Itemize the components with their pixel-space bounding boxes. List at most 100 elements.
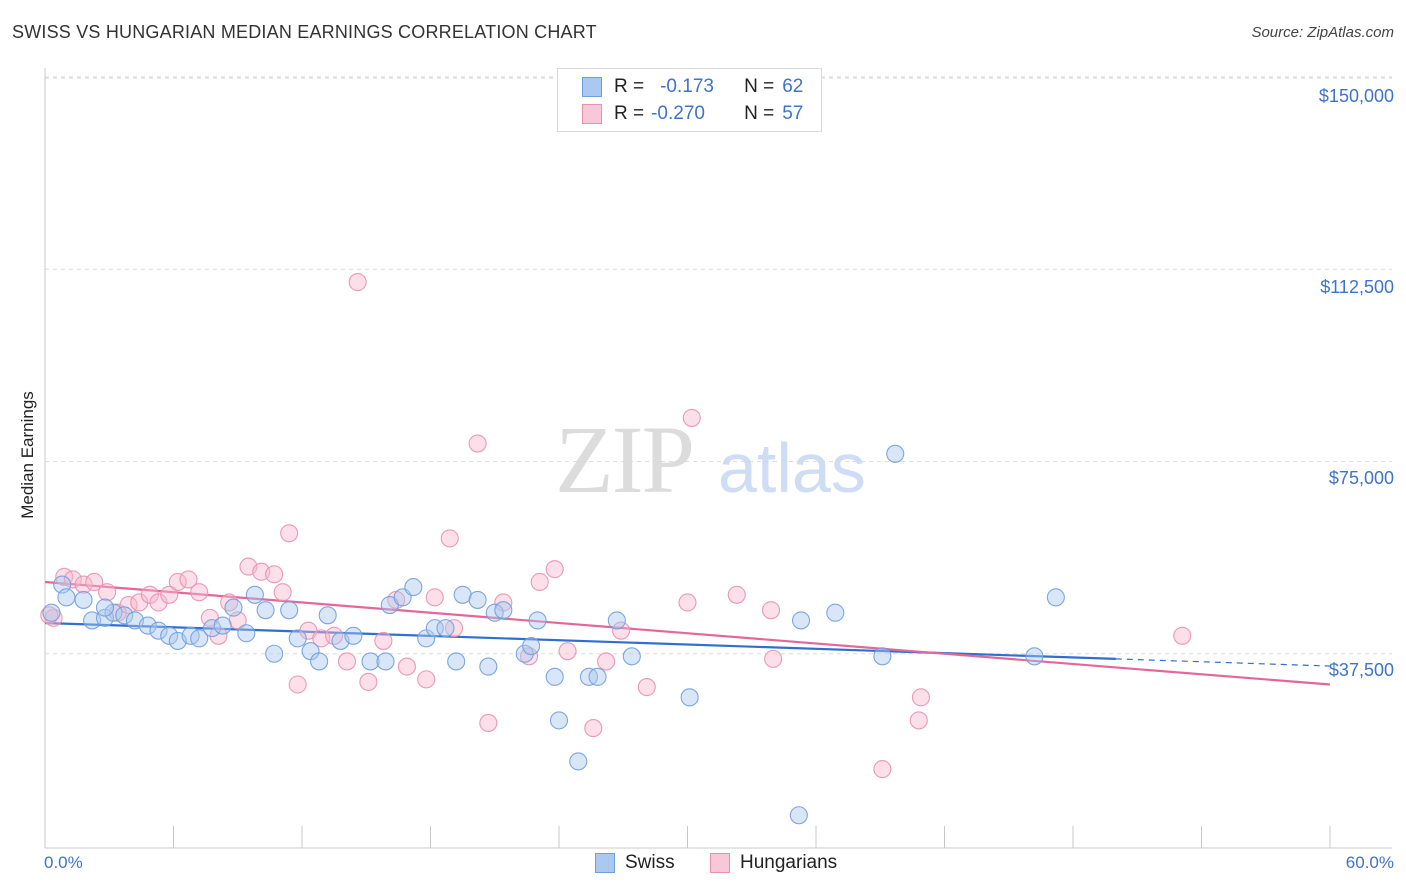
- data-point: [436, 619, 455, 638]
- data-point: [479, 657, 498, 676]
- legend-label-swiss: Swiss: [625, 852, 675, 873]
- data-point: [440, 529, 459, 548]
- data-point: [678, 593, 697, 612]
- data-point: [280, 524, 299, 543]
- y-axis-title: Median Earnings: [18, 391, 37, 519]
- data-point: [1025, 647, 1044, 666]
- data-point: [404, 578, 423, 597]
- data-point: [886, 444, 905, 463]
- n-label: N =: [744, 103, 775, 124]
- data-point: [337, 652, 357, 671]
- data-point: [190, 629, 209, 648]
- data-point: [40, 606, 59, 625]
- data-point: [530, 572, 549, 592]
- x-tick-label-min: 0.0%: [44, 853, 83, 872]
- n-label: N =: [744, 76, 775, 97]
- axes: [44, 68, 1392, 849]
- data-point: [209, 626, 228, 645]
- x-tick-label-max: 60.0%: [1345, 853, 1394, 872]
- data-point: [597, 652, 616, 671]
- data-point: [104, 603, 123, 622]
- data-point: [447, 652, 466, 671]
- data-point: [680, 688, 699, 707]
- chart-title: SWISS VS HUNGARIAN MEDIAN EARNINGS CORRE…: [12, 22, 597, 42]
- data-point: [160, 626, 179, 645]
- data-point: [873, 647, 892, 666]
- data-point: [826, 603, 845, 622]
- data-point: [149, 621, 168, 640]
- data-point: [612, 621, 631, 640]
- data-point: [374, 631, 393, 650]
- data-point: [528, 611, 547, 630]
- data-point: [549, 711, 569, 730]
- n-value: 57: [782, 103, 804, 124]
- data-point: [85, 572, 104, 592]
- data-point: [545, 560, 564, 579]
- data-point: [761, 601, 781, 620]
- data-point: [417, 670, 436, 689]
- data-point: [190, 583, 209, 602]
- watermark-zip: ZIP: [555, 406, 693, 513]
- data-point: [280, 601, 299, 620]
- data-point: [359, 672, 378, 691]
- data-point: [74, 575, 93, 594]
- data-point: [288, 675, 307, 694]
- data-point: [310, 652, 329, 671]
- data-point: [1173, 626, 1192, 645]
- data-point: [479, 713, 498, 733]
- data-point: [98, 583, 117, 602]
- data-point: [1046, 588, 1065, 607]
- data-point: [682, 408, 701, 427]
- data-point: [115, 606, 134, 625]
- hungarians-swatch: [582, 104, 602, 124]
- data-point: [168, 572, 187, 592]
- data-point: [95, 608, 115, 627]
- data-point: [515, 644, 534, 663]
- data-point: [318, 606, 337, 625]
- trend-line-swiss-extension: [1115, 658, 1331, 667]
- data-point: [425, 588, 444, 607]
- watermark-atlas: atlas: [718, 429, 866, 507]
- stats-row-swiss: R = -0.173 N = 62: [582, 75, 803, 99]
- data-points: [40, 273, 1192, 825]
- data-point: [74, 590, 93, 609]
- data-point: [764, 649, 783, 668]
- data-point: [361, 652, 380, 671]
- data-point: [494, 601, 513, 620]
- watermark: ZIP atlas: [555, 406, 866, 513]
- hungarians-swatch: [710, 853, 730, 873]
- data-point: [179, 570, 198, 589]
- data-point: [588, 667, 607, 686]
- data-point: [203, 619, 222, 638]
- data-point: [468, 434, 487, 453]
- data-point: [63, 570, 82, 589]
- data-point: [873, 760, 892, 779]
- data-point: [569, 752, 588, 771]
- data-point: [789, 806, 808, 825]
- data-point: [95, 598, 115, 617]
- swiss-swatch: [595, 853, 615, 873]
- data-point: [376, 652, 395, 671]
- data-point: [213, 616, 232, 635]
- data-point: [344, 626, 363, 645]
- r-value: -0.173: [660, 76, 714, 97]
- legend-item-swiss[interactable]: Swiss: [595, 852, 675, 874]
- data-point: [791, 611, 811, 630]
- data-point: [288, 629, 307, 648]
- data-point: [522, 637, 541, 656]
- data-point: [273, 583, 292, 602]
- trend-line-hungarians: [44, 580, 1331, 686]
- data-point: [545, 667, 564, 686]
- data-point: [265, 644, 284, 663]
- y-tick-label: $112,500: [1320, 277, 1394, 297]
- data-point: [119, 595, 138, 615]
- data-point: [911, 688, 930, 707]
- y-tick-label: $150,000: [1318, 86, 1394, 106]
- data-point: [138, 616, 157, 635]
- data-point: [245, 585, 264, 604]
- data-point: [237, 624, 256, 643]
- data-point: [160, 585, 179, 604]
- data-point: [224, 598, 243, 617]
- legend-item-hungarians[interactable]: Hungarians: [710, 852, 837, 874]
- data-point: [57, 588, 76, 607]
